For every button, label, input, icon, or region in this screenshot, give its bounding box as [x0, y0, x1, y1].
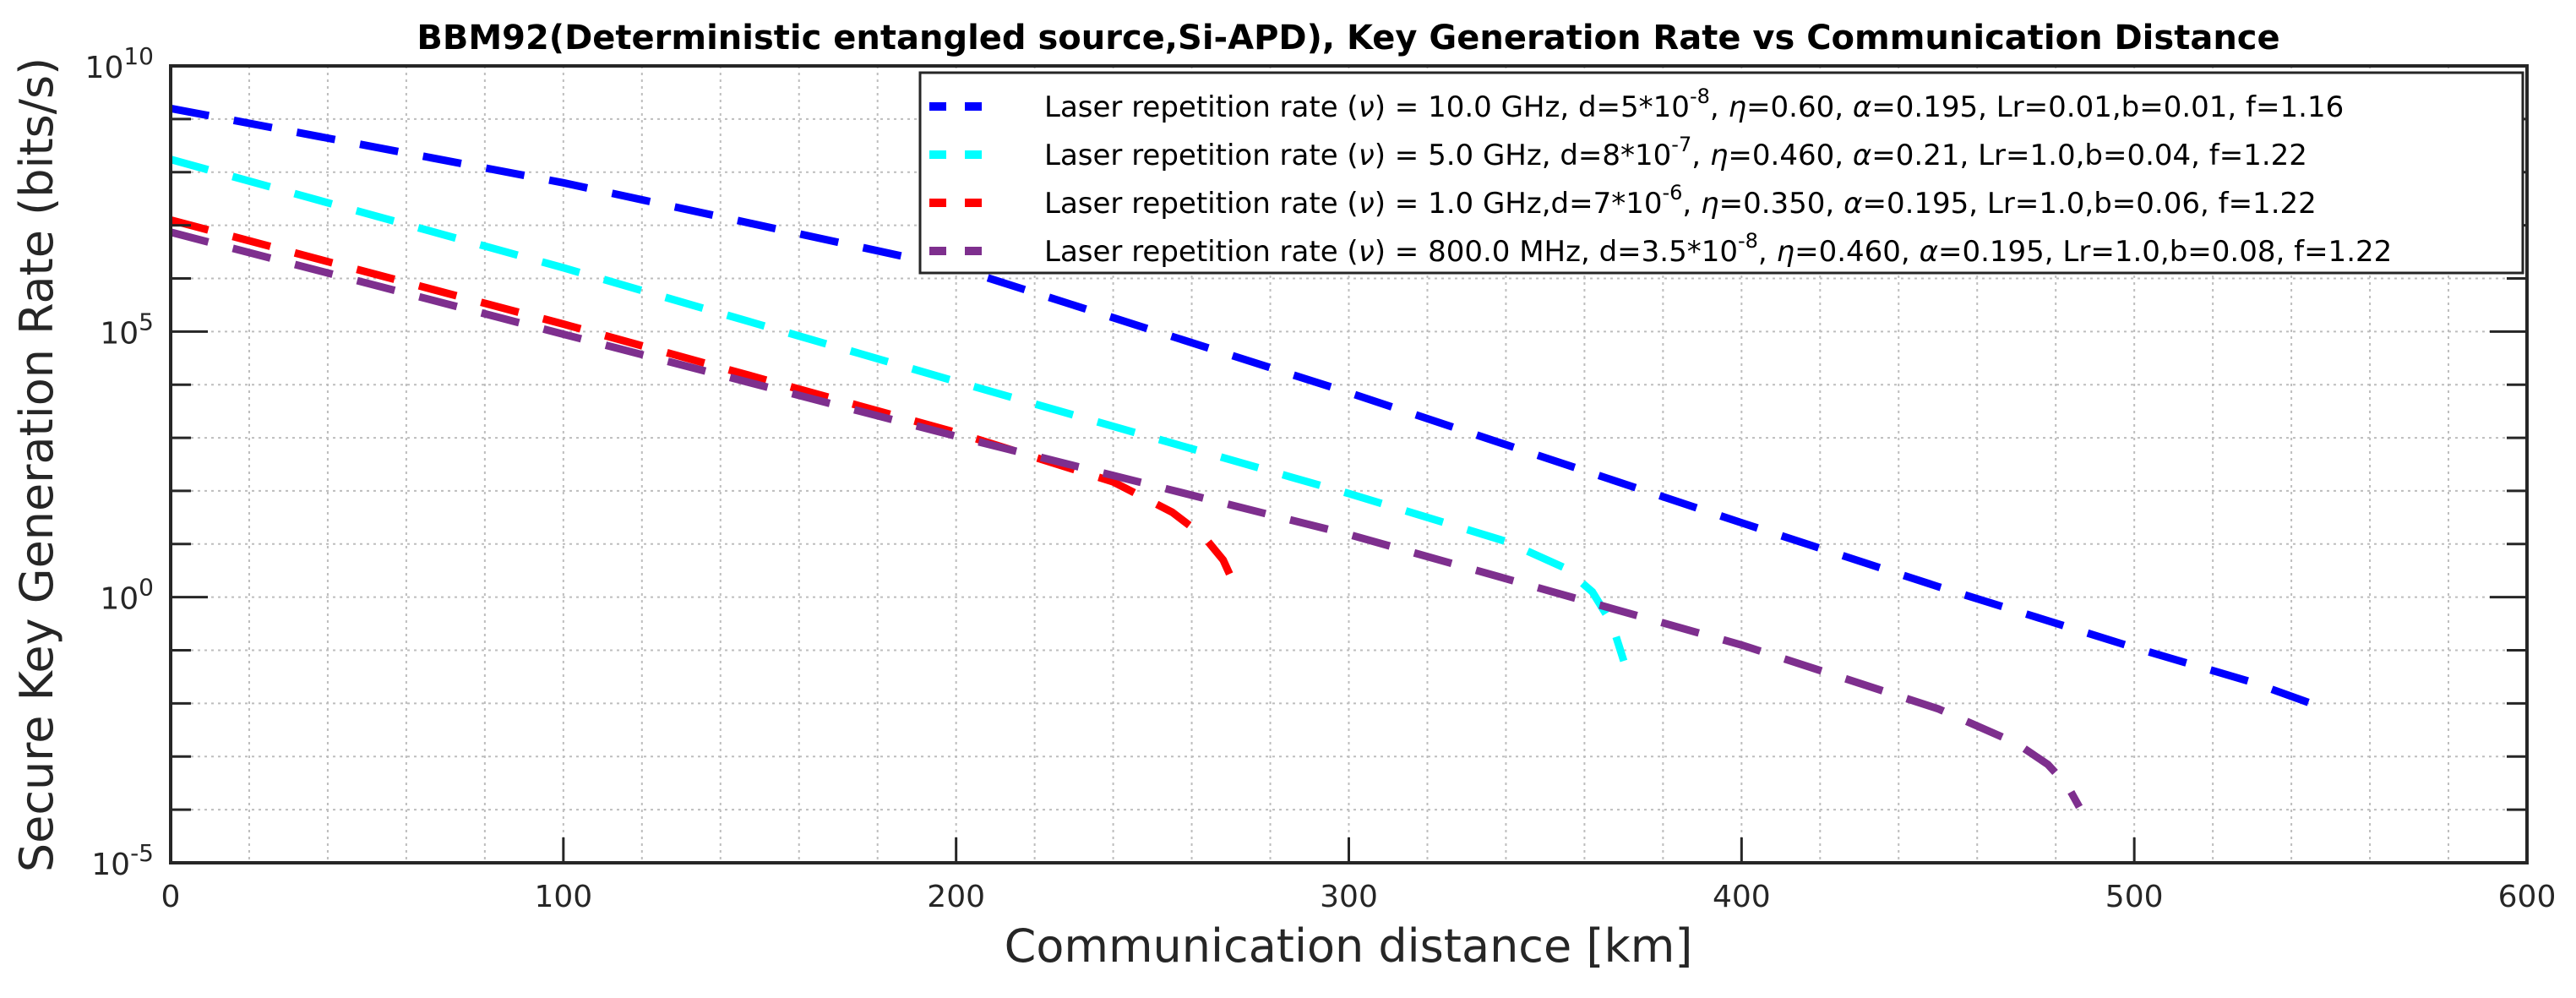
- legend-entry: Laser repetition rate (ν) = 800.0 MHz, d…: [1044, 229, 2392, 269]
- legend: Laser repetition rate (ν) = 10.0 GHz, d=…: [918, 71, 2524, 275]
- series-lines: [169, 104, 2312, 810]
- legend-entry: Laser repetition rate (ν) = 1.0 GHz,d=7*…: [1044, 181, 2317, 221]
- axis-ticks: 0 100 200 300 400 500 600 1010 105 100 10-5: [85, 42, 2557, 914]
- y-tick-label: 100: [100, 574, 154, 617]
- series-line-2: [169, 215, 1243, 597]
- legend-box: [918, 71, 2524, 275]
- x-tick-label: 100: [534, 880, 592, 914]
- x-tick-label: 500: [2105, 880, 2164, 914]
- series-line-1: [169, 155, 1628, 663]
- x-axis-label: Communication distance [km]: [1005, 919, 1693, 973]
- y-axis-label: Secure Key Generation Rate (bits/s): [10, 57, 63, 872]
- chart-title: BBM92(Deterministic entangled source,Si-…: [417, 19, 2279, 57]
- legend-entry: Laser repetition rate (ν) = 10.0 GHz, d=…: [1044, 85, 2344, 124]
- y-tick-label: 105: [100, 308, 154, 351]
- y-tick-label: 1010: [85, 42, 154, 85]
- series-line-3: [169, 228, 2083, 810]
- series-line-0: [170, 104, 2312, 707]
- x-tick-label: 300: [1320, 880, 1378, 914]
- x-tick-label: 0: [161, 880, 181, 914]
- x-tick-label: 200: [927, 880, 985, 914]
- legend-entry: Laser repetition rate (ν) = 5.0 GHz, d=8…: [1044, 133, 2307, 172]
- x-tick-label: 600: [2498, 880, 2557, 914]
- x-tick-label: 400: [1713, 880, 1771, 914]
- y-tick-label: 10-5: [91, 839, 154, 882]
